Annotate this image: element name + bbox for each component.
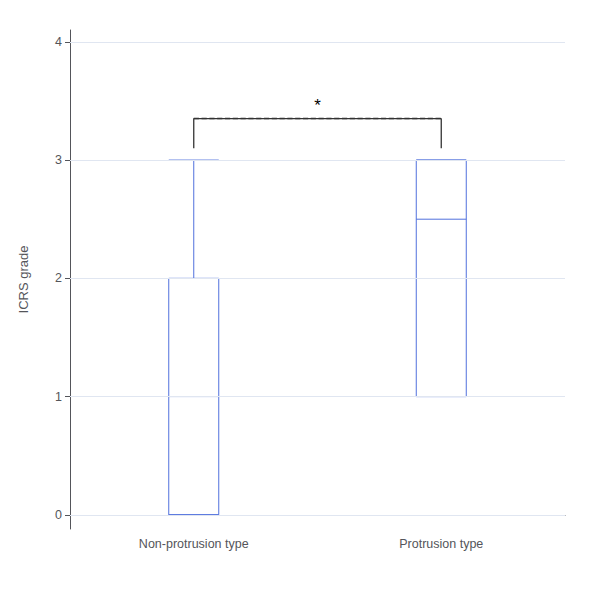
- svg-text:4: 4: [55, 35, 62, 49]
- svg-text:ICRS grade: ICRS grade: [16, 246, 31, 314]
- svg-text:0: 0: [55, 508, 62, 522]
- svg-text:Non-protrusion type: Non-protrusion type: [139, 537, 249, 551]
- svg-text:*: *: [314, 96, 321, 115]
- svg-text:1: 1: [55, 390, 62, 404]
- svg-text:2: 2: [55, 271, 62, 285]
- svg-text:Protrusion type: Protrusion type: [399, 537, 483, 551]
- svg-text:3: 3: [55, 153, 62, 167]
